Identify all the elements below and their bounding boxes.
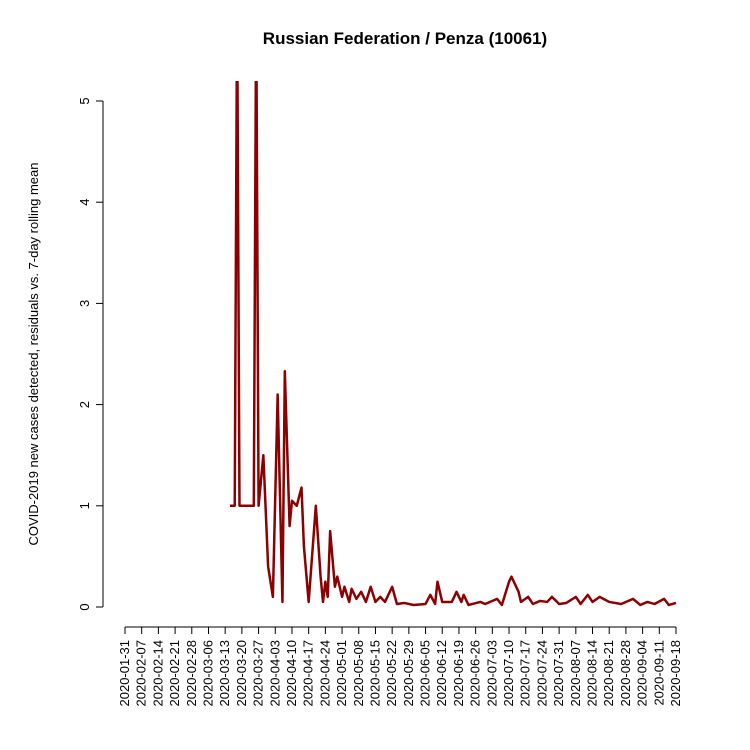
x-tick-label: 2020-04-10 <box>284 640 299 707</box>
x-tick-label: 2020-05-15 <box>367 640 382 707</box>
y-tick-label: 5 <box>77 97 92 104</box>
x-tick-label: 2020-05-08 <box>351 640 366 707</box>
x-tick-label: 2020-01-31 <box>117 640 132 707</box>
x-tick-label: 2020-04-03 <box>267 640 282 707</box>
y-tick-label: 2 <box>77 401 92 408</box>
x-tick-label: 2020-05-01 <box>334 640 349 707</box>
x-tick-label: 2020-07-17 <box>518 640 533 707</box>
x-tick-label: 2020-02-28 <box>184 640 199 707</box>
x-tick-label: 2020-02-07 <box>134 640 149 707</box>
x-tick-label: 2020-08-28 <box>618 640 633 707</box>
x-tick-label: 2020-04-24 <box>317 640 332 707</box>
x-tick-label: 2020-03-27 <box>251 640 266 707</box>
x-tick-label: 2020-09-11 <box>651 640 666 706</box>
x-tick-label: 2020-04-17 <box>301 640 316 707</box>
x-tick-label: 2020-02-21 <box>167 640 182 707</box>
x-tick-label: 2020-02-14 <box>150 640 165 707</box>
line <box>229 81 677 607</box>
x-tick-label: 2020-06-19 <box>451 640 466 707</box>
x-tick-label: 2020-06-05 <box>418 640 433 707</box>
x-tick-label: 2020-06-12 <box>434 640 449 707</box>
x-tick-label: 2020-03-13 <box>217 640 232 707</box>
x-tick-label: 2020-08-07 <box>568 640 583 707</box>
y-tick-label: 1 <box>77 502 92 509</box>
x-tick-label: 2020-03-06 <box>200 640 215 707</box>
y-tick-label: 0 <box>77 603 92 610</box>
line-halo <box>229 81 677 608</box>
x-tick-label: 2020-09-04 <box>635 640 650 707</box>
y-axis-label: COVID-2019 new cases detected, residuals… <box>26 163 41 546</box>
x-tick-label: 2020-07-31 <box>551 640 566 707</box>
chart-title: Russian Federation / Penza (10061) <box>263 29 547 48</box>
x-tick-label: 2020-07-10 <box>501 640 516 707</box>
x-tick-label: 2020-08-21 <box>601 640 616 707</box>
y-tick-label: 3 <box>77 300 92 307</box>
plot-area <box>229 81 677 608</box>
x-tick-label: 2020-05-29 <box>401 640 416 707</box>
x-tick-label: 2020-08-14 <box>585 640 600 707</box>
x-tick-label: 2020-05-22 <box>384 640 399 707</box>
x-tick-label: 2020-07-24 <box>534 640 549 707</box>
x-tick-label: 2020-06-26 <box>468 640 483 707</box>
x-tick-label: 2020-07-03 <box>484 640 499 707</box>
y-tick-label: 4 <box>77 199 92 206</box>
x-tick-label: 2020-09-18 <box>668 640 683 707</box>
x-tick-label: 2020-03-20 <box>234 640 249 707</box>
